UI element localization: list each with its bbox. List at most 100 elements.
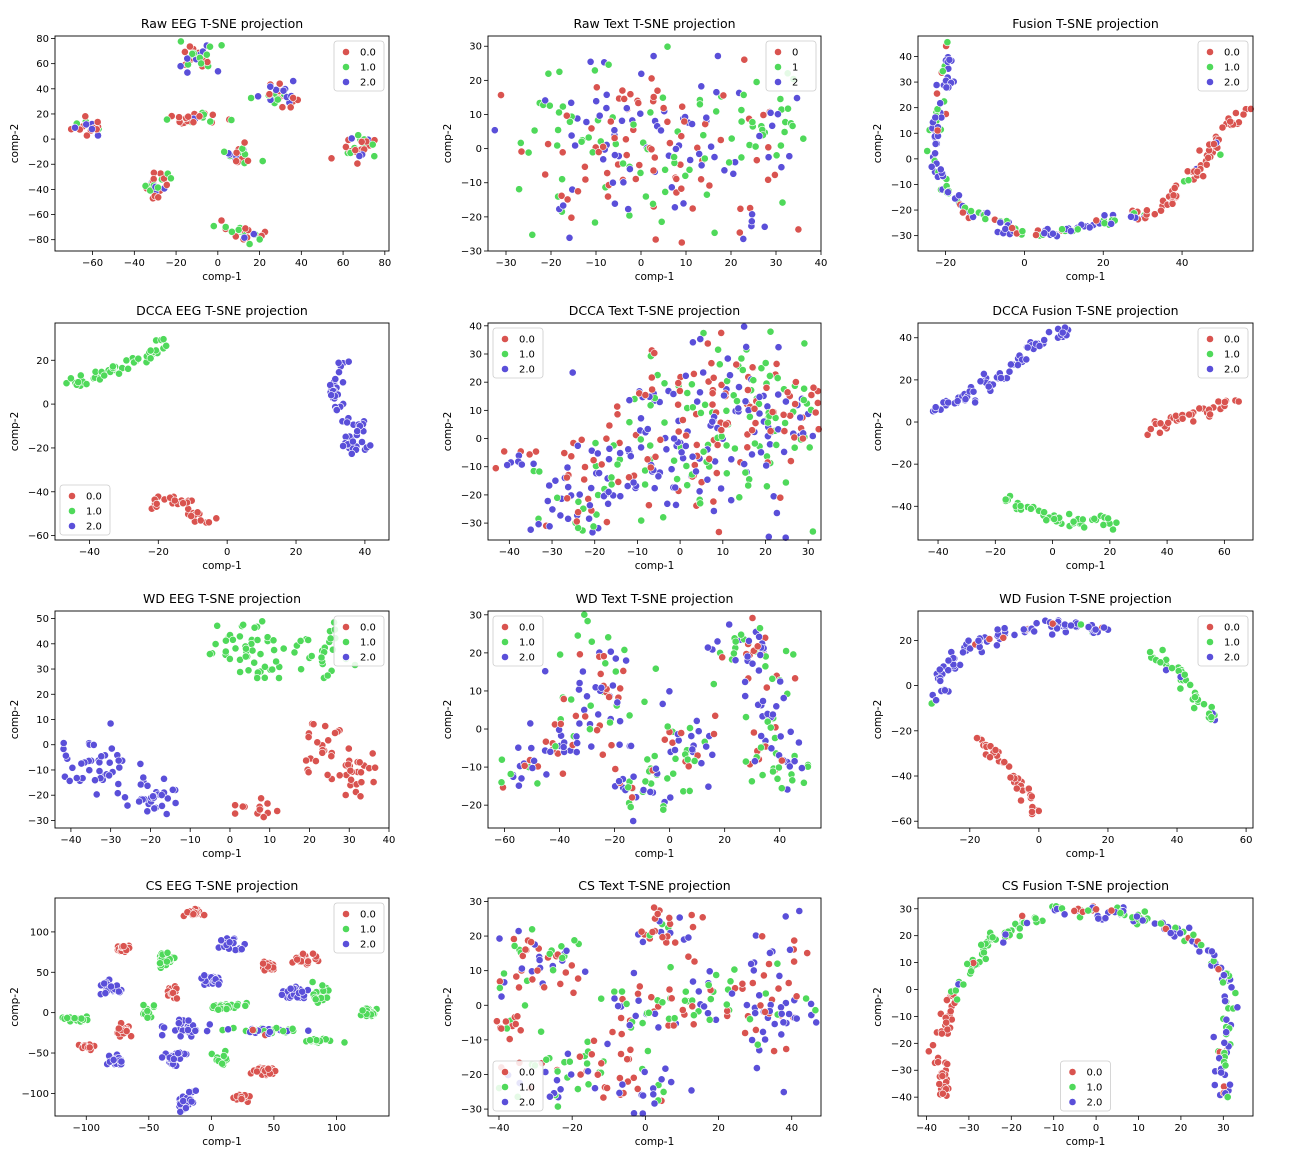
data-point (516, 138, 525, 147)
data-point (1001, 495, 1010, 504)
data-point (807, 1000, 815, 1008)
data-point (253, 1067, 261, 1076)
data-point (731, 656, 740, 665)
data-point (993, 625, 1002, 634)
data-point (257, 794, 265, 803)
data-point (726, 371, 734, 380)
data-point (640, 1068, 649, 1076)
data-point (596, 670, 605, 678)
data-point (170, 496, 179, 505)
data-point (1227, 983, 1236, 992)
legend: 0.01.02.0 (333, 40, 385, 92)
data-point (518, 964, 526, 973)
data-point (650, 903, 658, 912)
data-point (1220, 971, 1228, 980)
data-point (689, 1020, 698, 1029)
data-point (938, 1072, 947, 1080)
data-point (1226, 1080, 1234, 1089)
data-point (214, 1005, 223, 1014)
chart-title: CS EEG T-SNE projection (146, 878, 299, 893)
data-point (700, 1002, 708, 1011)
data-point (587, 1050, 596, 1059)
data-point (671, 754, 680, 763)
data-point (763, 402, 772, 411)
data-point (544, 69, 553, 78)
data-point (729, 169, 738, 178)
data-point (712, 469, 721, 477)
chart-title: WD Text T-SNE projection (576, 591, 734, 606)
data-point (748, 118, 757, 127)
data-point (551, 476, 560, 485)
data-point (644, 1047, 652, 1055)
data-point (637, 69, 646, 78)
data-point (353, 427, 362, 436)
data-point (117, 1057, 126, 1066)
data-point (658, 700, 667, 708)
data-point (614, 1002, 622, 1010)
data-point (767, 744, 776, 753)
data-point (115, 763, 124, 772)
data-point (240, 138, 249, 147)
data-point (1185, 410, 1194, 419)
data-point (162, 341, 171, 350)
data-point (1016, 502, 1025, 510)
data-point (238, 802, 247, 811)
data-point (680, 117, 689, 126)
x-tick-label: 0 (677, 547, 683, 558)
data-point (697, 82, 706, 91)
x-tick-label: −50 (138, 1123, 159, 1134)
legend-box (492, 615, 544, 667)
data-point (967, 207, 975, 215)
data-point (520, 761, 529, 770)
data-point (1080, 523, 1089, 532)
data-point (222, 1005, 231, 1013)
data-point (572, 732, 581, 741)
y-tick-label: 100 (30, 927, 49, 938)
data-point (1000, 624, 1009, 633)
data-point (1001, 930, 1010, 939)
data-point (796, 413, 805, 422)
y-tick-label: −40 (891, 772, 912, 783)
legend-marker (342, 638, 350, 646)
data-point (368, 749, 377, 758)
data-point (581, 463, 589, 471)
data-point (1070, 907, 1079, 915)
data-point (88, 125, 96, 133)
data-point (1099, 521, 1108, 529)
data-point (573, 739, 582, 747)
data-point (618, 1080, 627, 1089)
data-point (590, 1036, 598, 1045)
data-point (490, 126, 499, 135)
y-tick-label: −40 (891, 502, 912, 513)
data-point (630, 969, 638, 977)
x-tick-label: 20 (1102, 835, 1115, 846)
data-point (748, 363, 757, 372)
data-point (234, 225, 243, 234)
data-point (623, 1055, 632, 1064)
legend-box (492, 327, 544, 379)
data-point (549, 966, 557, 975)
data-point (217, 936, 226, 945)
data-point (613, 402, 622, 411)
data-point (628, 793, 636, 802)
data-point (799, 134, 808, 143)
data-point (607, 741, 616, 750)
data-point (556, 1085, 565, 1094)
y-tick-label: −80 (28, 235, 49, 246)
data-point (311, 757, 320, 765)
data-point (273, 807, 282, 815)
data-point (800, 384, 808, 393)
data-point (935, 665, 944, 674)
data-point (235, 632, 244, 641)
data-point (713, 637, 722, 646)
data-point (311, 995, 320, 1004)
data-point (639, 786, 648, 794)
data-point (1127, 212, 1135, 221)
data-point (100, 979, 109, 988)
data-point (567, 1070, 576, 1079)
data-point (674, 400, 682, 409)
data-point (207, 1050, 216, 1058)
y-tick-label: 30 (469, 897, 482, 908)
data-point (574, 187, 582, 196)
data-point (371, 763, 379, 772)
